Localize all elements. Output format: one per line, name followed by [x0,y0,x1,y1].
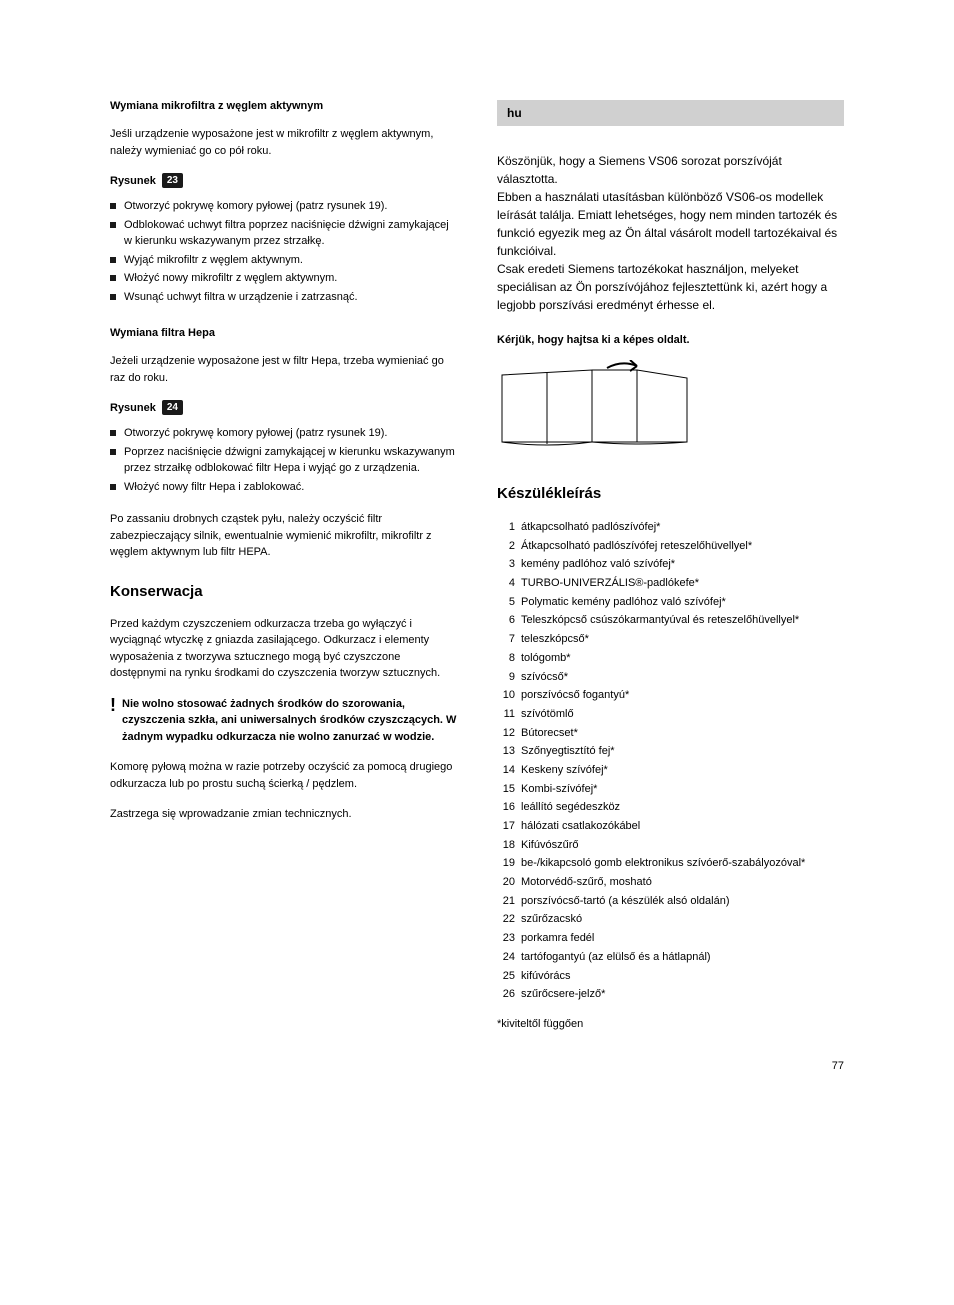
section1-bullets: Otworzyć pokrywę komory pyłowej (patrz r… [110,198,457,305]
list-item: Włożyć nowy mikrofiltr z węglem aktywnym… [110,270,457,287]
language-header: hu [497,100,844,126]
list-item: 1átkapcsolható padlószívófej* [497,518,844,537]
section2-intro: Jeżeli urządzenie wyposażone jest w filt… [110,353,457,386]
section3-p1: Przed każdym czyszczeniem odkurzacza trz… [110,616,457,682]
list-item: Otworzyć pokrywę komory pyłowej (patrz r… [110,425,457,442]
list-title: Készülékleírás [497,485,844,502]
right-column: hu Köszönjük, hogy a Siemens VS06 soroza… [497,100,904,1030]
list-item: 15Kombi-szívófej* [497,780,844,799]
page-container: Wymiana mikrofiltra z węglem aktywnym Je… [50,100,904,1030]
list-item: 25kifúvórács [497,967,844,986]
list-item: 13Szőnyegtisztító fej* [497,742,844,761]
figure-label-23: Rysunek 23 [110,173,457,188]
list-item: 20Motorvédő-szűrő, mosható [497,873,844,892]
list-item: 21porszívócső-tartó (a készülék alsó old… [497,892,844,911]
list-item: 8tológomb* [497,649,844,668]
list-item: 23porkamra fedél [497,929,844,948]
figure-label-24: Rysunek 24 [110,400,457,415]
list-item: Odblokować uchwyt filtra poprzez naciśni… [110,217,457,250]
list-item: 14Keskeny szívófej* [497,761,844,780]
list-item: 16leállító segédeszköz [497,798,844,817]
list-item: 12Bútorecset* [497,724,844,743]
list-item: Wyjąć mikrofiltr z węglem aktywnym. [110,252,457,269]
warning-icon: ! [110,696,116,746]
section3-p3: Zastrzega się wprowadzanie zmian technic… [110,806,457,823]
list-item: 9szívócső* [497,668,844,687]
section1-intro: Jeśli urządzenie wyposażone jest w mikro… [110,126,457,159]
intro-paragraph: Köszönjük, hogy a Siemens VS06 sorozat p… [497,152,844,314]
figure-word: Rysunek [110,402,156,414]
figure-word: Rysunek [110,175,156,187]
warning-block: ! Nie wolno stosować żadnych środków do … [110,696,457,746]
section3-p2: Komorę pyłową można w razie potrzeby ocz… [110,759,457,792]
list-item: 2Átkapcsolható padlószívófej reteszelőhü… [497,537,844,556]
list-item: 5Polymatic kemény padlóhoz való szívófej… [497,593,844,612]
device-description-list: 1átkapcsolható padlószívófej* 2Átkapcsol… [497,518,844,1004]
list-item: 17hálózati csatlakozókábel [497,817,844,836]
section1-title: Wymiana mikrofiltra z węglem aktywnym [110,100,457,112]
list-item: 3kemény padlóhoz való szívófej* [497,555,844,574]
left-column: Wymiana mikrofiltra z węglem aktywnym Je… [50,100,457,1030]
list-item: 24tartófogantyú (az elülső és a hátlapná… [497,948,844,967]
list-item: 11szívótömlő [497,705,844,724]
list-item: 6Teleszkópcső csúszókarmantyúval és rete… [497,611,844,630]
list-item: 22szűrőzacskó [497,910,844,929]
figure-badge-icon: 24 [162,400,183,415]
book-illustration-icon [497,360,844,455]
section3-title: Konserwacja [110,583,457,600]
list-item: 26szűrőcsere-jelző* [497,985,844,1004]
foldout-instruction: Kérjük, hogy hajtsa ki a képes oldalt. [497,334,844,346]
section2-after: Po zassaniu drobnych cząstek pyłu, należ… [110,511,457,561]
list-item: Otworzyć pokrywę komory pyłowej (patrz r… [110,198,457,215]
list-item: Poprzez naciśnięcie dźwigni zamykającej … [110,444,457,477]
list-item: Wsunąć uchwyt filtra w urządzenie i zatr… [110,289,457,306]
figure-badge-icon: 23 [162,173,183,188]
list-item: 10porszívócső fogantyú* [497,686,844,705]
list-item: 4TURBO-UNIVERZÁLIS®-padlókefe* [497,574,844,593]
list-item: Włożyć nowy filtr Hepa i zablokować. [110,479,457,496]
section2-bullets: Otworzyć pokrywę komory pyłowej (patrz r… [110,425,457,495]
section2-title: Wymiana filtra Hepa [110,327,457,339]
list-item: 18Kifúvószűrő [497,836,844,855]
list-item: 7teleszkópcső* [497,630,844,649]
footnote: *kiviteltől függően [497,1018,844,1030]
page-number: 77 [50,1060,904,1072]
list-item: 19be-/kikapcsoló gomb elektronikus szívó… [497,854,844,873]
warning-text: Nie wolno stosować żadnych środków do sz… [122,696,457,746]
